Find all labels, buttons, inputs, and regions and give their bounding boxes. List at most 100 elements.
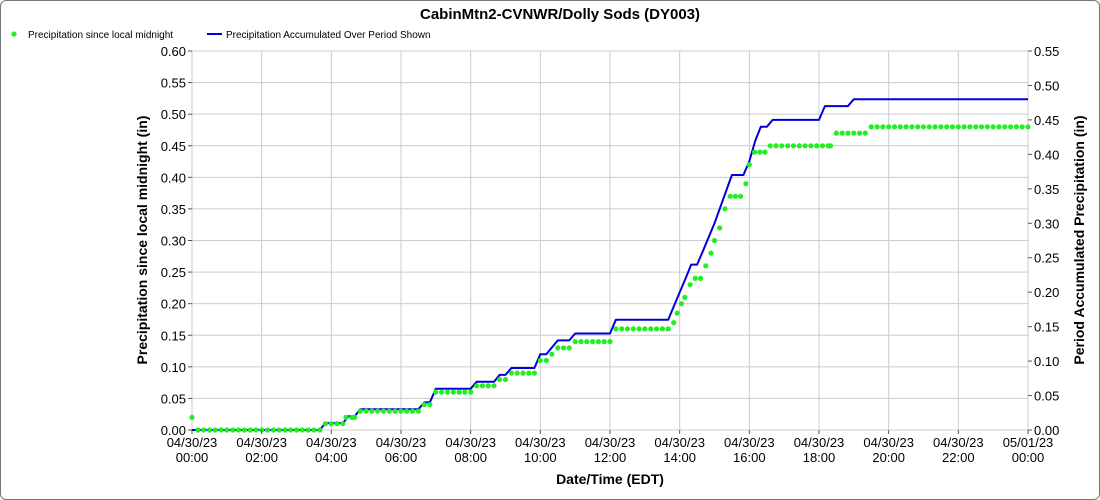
- x-tick-time: 12:00: [594, 450, 627, 465]
- data-point: [526, 370, 532, 376]
- data-point: [678, 301, 685, 307]
- chart-title: CabinMtn2-CVNWR/Dolly Sods (DY003): [420, 6, 700, 23]
- left-axis-ticks: 0.00 0.05 0.10 0.15 0.20 0.25 0.30 0.35 0.40 0.45…: [161, 44, 192, 438]
- data-point: [654, 326, 660, 332]
- data-point: [433, 389, 439, 395]
- data-point: [944, 124, 950, 130]
- data-point: [421, 402, 427, 408]
- data-point: [474, 383, 480, 389]
- data-point: [555, 345, 561, 351]
- data-point: [265, 427, 271, 433]
- data-point: [253, 427, 259, 433]
- data-point: [926, 124, 932, 130]
- right-tick-label: 0.45: [1034, 113, 1059, 128]
- data-point: [572, 339, 578, 345]
- left-tick-label: 0.25: [161, 265, 186, 280]
- x-tick-time: 18:00: [803, 450, 836, 465]
- data-point: [727, 193, 733, 199]
- data-point: [767, 143, 773, 149]
- x-axis-label: Date/Time (EDT): [556, 471, 664, 487]
- x-tick-date: 04/30/23: [515, 435, 566, 450]
- x-tick-date: 04/30/23: [585, 435, 636, 450]
- x-tick-date: 04/30/23: [863, 435, 914, 450]
- data-point: [537, 357, 543, 364]
- data-point: [1008, 124, 1014, 130]
- data-point: [903, 124, 909, 130]
- data-point: [874, 124, 880, 130]
- x-tick-time: 04:00: [315, 450, 348, 465]
- left-tick-label: 0.45: [161, 139, 186, 154]
- x-tick-date: 04/30/23: [724, 435, 775, 450]
- x-tick-date: 04/30/23: [933, 435, 984, 450]
- data-point: [369, 408, 375, 414]
- data-point: [624, 326, 631, 332]
- data-point: [773, 143, 779, 149]
- data-point: [711, 237, 718, 244]
- data-point: [717, 225, 723, 231]
- data-point: [967, 124, 973, 130]
- data-point: [996, 124, 1002, 130]
- data-point: [224, 427, 230, 433]
- data-point: [932, 124, 938, 130]
- x-tick-time: 00:00: [176, 450, 209, 465]
- legend-label-accumulated: Precipitation Accumulated Over Period Sh…: [226, 30, 431, 41]
- data-point: [491, 383, 497, 389]
- data-point: [642, 326, 648, 332]
- data-point: [590, 339, 596, 345]
- right-tick-label: 0.40: [1034, 147, 1059, 162]
- data-point: [973, 124, 979, 130]
- x-axis-ticks: 04/30/2300:0004/30/2302:0004/30/2304:000…: [167, 430, 1053, 465]
- data-point: [886, 124, 892, 130]
- data-point: [845, 130, 851, 136]
- data-point: [270, 427, 276, 433]
- data-point: [311, 427, 317, 433]
- data-point: [578, 339, 584, 345]
- data-point: [862, 130, 868, 136]
- data-point: [990, 124, 996, 130]
- data-point: [450, 389, 456, 395]
- data-point: [508, 370, 514, 376]
- x-tick-date: 04/30/23: [445, 435, 496, 450]
- data-point: [543, 357, 549, 364]
- data-point: [439, 389, 445, 395]
- x-tick-time: 20:00: [872, 450, 905, 465]
- accumulated-series: [192, 98, 1028, 431]
- left-tick-label: 0.15: [161, 328, 186, 343]
- data-point: [839, 130, 845, 136]
- data-point: [698, 275, 704, 281]
- y-axis-right-label: Period Accumulated Precipitation (in): [1071, 115, 1087, 364]
- left-tick-label: 0.10: [161, 360, 186, 375]
- data-point: [427, 402, 433, 408]
- data-point: [920, 124, 927, 130]
- right-tick-label: 0.15: [1034, 320, 1059, 335]
- x-tick-time: 06:00: [385, 450, 418, 465]
- data-point: [218, 427, 224, 433]
- data-point: [386, 408, 392, 414]
- data-point: [630, 326, 636, 332]
- legend: Precipitation since local midnight Preci…: [11, 30, 431, 41]
- data-point: [468, 389, 474, 395]
- data-point: [520, 370, 526, 376]
- data-point: [851, 130, 857, 136]
- data-point: [363, 408, 369, 414]
- data-point: [722, 206, 728, 212]
- data-point: [352, 414, 358, 420]
- left-tick-label: 0.35: [161, 202, 186, 217]
- x-tick-time: 10:00: [524, 450, 557, 465]
- data-point: [404, 408, 410, 414]
- data-point: [206, 427, 213, 433]
- data-point: [938, 124, 944, 130]
- data-point: [857, 130, 863, 136]
- data-point: [762, 149, 768, 155]
- data-point: [595, 339, 602, 345]
- data-point: [665, 326, 671, 332]
- data-point: [790, 143, 797, 149]
- data-point: [785, 143, 791, 149]
- x-tick-time: 08:00: [454, 450, 487, 465]
- x-tick-date: 04/30/23: [236, 435, 287, 450]
- data-point: [409, 408, 416, 414]
- data-point: [738, 193, 744, 199]
- data-point: [340, 421, 346, 427]
- data-point: [868, 124, 874, 130]
